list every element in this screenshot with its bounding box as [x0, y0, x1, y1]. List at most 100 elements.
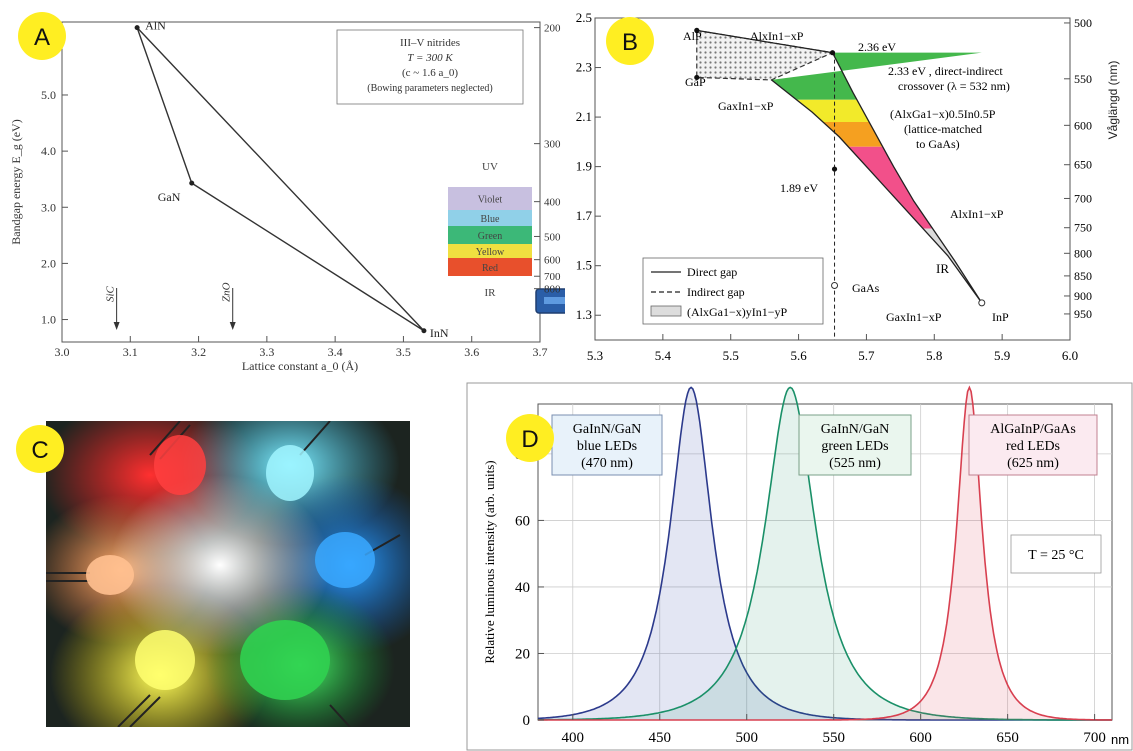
panel-a-marker-inner: [544, 297, 565, 304]
panel-b-point-gap: [694, 74, 700, 81]
panel-a-info-box: [336, 29, 524, 105]
panel-b-red-band: [848, 146, 933, 229]
panel-d-xtick-label: 400: [562, 730, 585, 746]
panel-d-box-blue: [551, 414, 663, 476]
panel-d-xtick-label: 700: [1083, 730, 1106, 746]
panel-a-point-aln: [134, 25, 140, 31]
panel-b-rtick-label: 850: [1074, 269, 1092, 283]
panel-b-chart: 5.3 5.4 5.5 5.6 5.7 5.8 5.9 6.0 1.3 1.5 1.7 1.9 2.1 2…: [568, 0, 1133, 378]
panel-b-rtick-label: 750: [1074, 221, 1092, 235]
panel-d-xtick-label: 550: [822, 730, 845, 746]
panel-a-ir-label: IR: [485, 287, 497, 299]
panel-d-badge-label: D: [521, 426, 538, 453]
panel-b-label-alga3: to GaAs): [916, 137, 960, 151]
panel-b-ytick-label: 2.1: [576, 109, 592, 124]
panel-a-xtick-label: 3.2: [191, 345, 206, 359]
panel-a-xtick-label: 3.5: [396, 345, 411, 359]
panel-a-xtick-label: 3.6: [464, 345, 479, 359]
panel-b-ytick-label: 1.7: [576, 208, 593, 223]
panel-a-band-yellow: [448, 244, 532, 258]
panel-a-info-line2: T = 300 K: [407, 52, 453, 64]
panel-a-band-label-blue: Blue: [481, 214, 500, 225]
panel-b-point-inp: [978, 299, 986, 307]
panel-a-band-blue: [448, 210, 532, 226]
panel-a-point-label-gan: GaN: [158, 190, 181, 204]
panel-a-ylabel: Bandgap energy E_g (eV): [9, 119, 23, 244]
panel-a-spectrum-bands: Violet Blue Green Yellow Red: [448, 187, 532, 276]
panel-a-point-label-inn: InN: [430, 326, 449, 340]
panel-d-fill-green: [538, 387, 1112, 720]
panel-b-ytick-label: 2.5: [576, 10, 592, 25]
panel-d-badge: [506, 414, 554, 462]
panel-d-box-green-line3: (525 nm): [829, 456, 881, 471]
panel-b-label-alga2: (lattice-matched: [904, 122, 982, 136]
panel-b-legend-region: (AlxGa1−x)yIn1−yP: [687, 305, 788, 319]
panel-a-rtick-label: 700: [544, 271, 561, 283]
panel-a-xtick-label: 3.7: [533, 345, 548, 359]
panel-a-rtick-label: 600: [544, 255, 561, 267]
panel-d-box-red: [968, 414, 1098, 476]
panel-a-badge: [18, 12, 66, 60]
panel-b-point-crossover: [829, 50, 836, 56]
panel-a-point-gan: [189, 180, 195, 186]
panel-a-ytick-label: 4.0: [41, 144, 56, 158]
panel-d-xtick-label: 600: [909, 730, 932, 746]
panel-b-badge: [606, 17, 654, 65]
panel-b-label-ir: IR: [936, 261, 949, 276]
panel-b-legend-direct: Direct gap: [687, 265, 737, 279]
panel-a-info-line1: III–V nitrides: [400, 37, 460, 49]
panel-d-xtick-label: 650: [996, 730, 1019, 746]
panel-b-green-band: [771, 52, 982, 100]
panel-d-box-green-line2: green LEDs: [821, 439, 888, 454]
panel-a-rtick-label: 800: [544, 284, 561, 296]
panel-a-info-line3: (c ~ 1.6 a_0): [402, 67, 458, 79]
panel-b-rtick-label: 600: [1074, 118, 1092, 132]
panel-b-xtick-label: 5.6: [790, 348, 807, 363]
panel-d-box-green-line1: GaInN/GaN: [821, 422, 889, 437]
panel-b-point-189: [831, 166, 838, 172]
panel-b-label-alp: AlP: [683, 29, 702, 43]
panel-b-rtick-label: 950: [1074, 307, 1092, 321]
panel-a-info-line4: (Bowing parameters neglected): [367, 83, 493, 94]
panel-b-ytick-label: 1.9: [576, 159, 592, 174]
panel-b-xtick-label: 6.0: [1062, 348, 1078, 363]
panel-b-rtick-label: 900: [1074, 289, 1092, 303]
panel-b-ytick-label: 1.5: [576, 258, 592, 273]
panel-b-rtick-label: 500: [1074, 16, 1092, 30]
panel-a-band-green: [448, 226, 532, 244]
panel-b-label-gaas: GaAs: [852, 281, 880, 295]
panel-a-ticks: 3.0 3.1 3.2 3.3 3.4 3.5 3.6 3.7 1.0 2.0 3.0 4.0 5.0 2…: [41, 23, 561, 359]
panel-b-point-gaas: [831, 282, 839, 290]
panel-d-ytick-label: 20: [515, 646, 530, 662]
panel-a-ytick-label: 3.0: [41, 200, 56, 214]
panel-b-label-gap: GaP: [685, 75, 706, 89]
panel-a-xtick-label: 3.3: [259, 345, 274, 359]
panel-b-ytick-label: 1.3: [576, 307, 592, 322]
panel-d-temp-label: T = 25 °C: [1028, 548, 1084, 563]
panel-a-band-red: [448, 258, 532, 276]
panel-a-xtick-label: 3.4: [328, 345, 343, 359]
panel-b-rtick-label: 650: [1074, 158, 1092, 172]
panel-d-ytick-label: 60: [515, 513, 530, 529]
panel-d-box-blue-line3: (470 nm): [581, 456, 633, 471]
panel-c-badge-label: C: [31, 437, 48, 464]
panel-d-fill-blue: [538, 387, 1112, 720]
panel-b-xtick-label: 5.4: [655, 348, 672, 363]
panel-b-orange-band: [823, 122, 883, 147]
panel-a-rtick-label: 400: [544, 197, 561, 209]
panel-a-xtick-label: 3.1: [123, 345, 138, 359]
panel-b-ticks: 5.3 5.4 5.5 5.6 5.7 5.8 5.9 6.0 1.3 1.5 1.7 1.9 2.1 2…: [576, 10, 1092, 363]
panel-a-substrate-label-zno: ZnO: [221, 282, 233, 302]
panel-c-badge: [16, 425, 64, 473]
panel-b-badge-label: B: [622, 29, 638, 56]
panel-a-band-label-green: Green: [478, 231, 502, 242]
panel-d-xtick-label: 500: [735, 730, 758, 746]
panel-b-label-alinp-top: AlxIn1−xP: [750, 29, 804, 43]
panel-b-xtick-label: 5.9: [994, 348, 1010, 363]
panel-a-xlabel: Lattice constant a_0 (Å): [242, 359, 358, 373]
panel-d-temp-box: [1010, 534, 1102, 574]
panel-b-xtick-label: 5.5: [723, 348, 739, 363]
panel-d-xtick-label: 450: [649, 730, 672, 746]
panel-c-led-photo: C: [16, 421, 410, 727]
panel-a-uv-label: UV: [482, 161, 498, 173]
